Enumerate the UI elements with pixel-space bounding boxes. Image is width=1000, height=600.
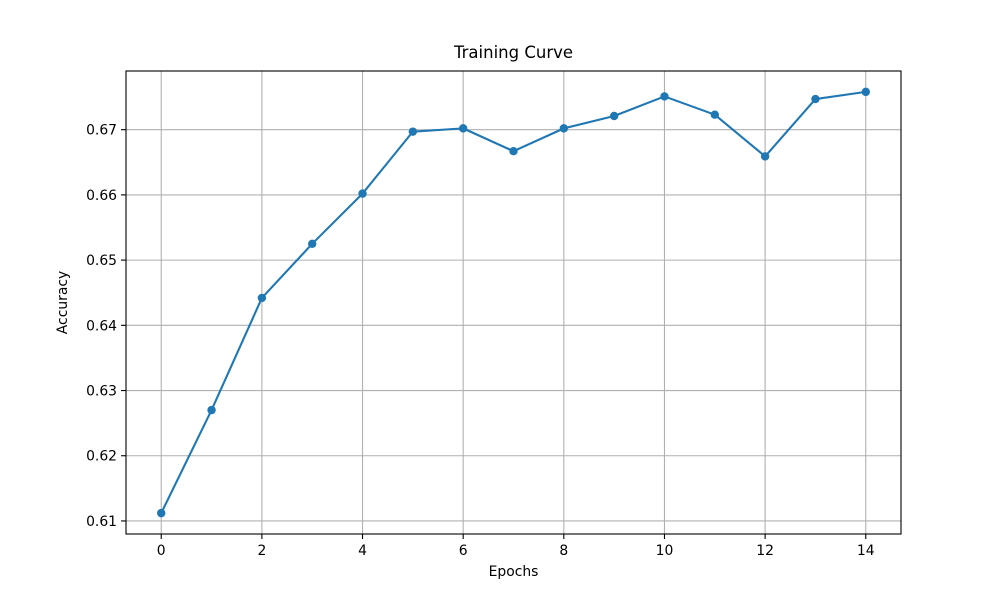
data-point-marker xyxy=(458,124,468,133)
data-point-marker xyxy=(257,293,267,303)
axes-spines xyxy=(125,70,902,535)
y-axis-label: Accuracy xyxy=(55,271,71,334)
data-point-marker xyxy=(408,127,418,136)
data-point-marker xyxy=(760,152,770,161)
data-point-marker xyxy=(861,87,870,97)
y-axis-ticks: 0.61 0.62 0.63 0.64 0.65 0.66 0.67 xyxy=(86,123,126,530)
x-tick-label: 14 xyxy=(857,543,875,559)
x-axis-label: Epochs xyxy=(489,564,539,580)
data-point-marker xyxy=(157,508,166,518)
y-tick-label: 0.62 xyxy=(86,449,117,465)
data-point-marker xyxy=(358,189,367,198)
x-tick-label: 0 xyxy=(157,543,166,559)
y-tick-label: 0.63 xyxy=(86,384,117,400)
x-tick-label: 2 xyxy=(257,543,266,559)
y-tick-label: 0.66 xyxy=(86,188,117,204)
accuracy-line-series xyxy=(157,87,870,518)
data-point-marker xyxy=(609,111,619,121)
x-tick-label: 12 xyxy=(756,543,774,559)
data-point-marker xyxy=(710,110,719,119)
data-point-marker xyxy=(509,147,518,156)
data-point-marker xyxy=(308,239,317,249)
x-tick-label: 6 xyxy=(459,543,468,559)
y-tick-label: 0.64 xyxy=(86,318,117,334)
grid-lines xyxy=(126,71,901,534)
y-tick-label: 0.61 xyxy=(86,514,117,530)
data-point-marker xyxy=(660,92,669,101)
x-tick-label: 8 xyxy=(559,543,568,559)
plot-area xyxy=(126,71,901,534)
x-tick-label: 10 xyxy=(656,543,674,559)
data-point-marker xyxy=(811,94,820,104)
data-point-marker xyxy=(559,124,569,133)
data-point-marker xyxy=(207,405,216,415)
plot-border xyxy=(125,70,902,535)
chart-title: Training Curve xyxy=(453,43,573,62)
x-tick-label: 4 xyxy=(358,543,367,559)
y-tick-label: 0.65 xyxy=(86,253,117,269)
x-axis-ticks: 0 2 4 6 8 10 12 14 xyxy=(157,534,875,559)
y-tick-label: 0.67 xyxy=(86,123,117,139)
